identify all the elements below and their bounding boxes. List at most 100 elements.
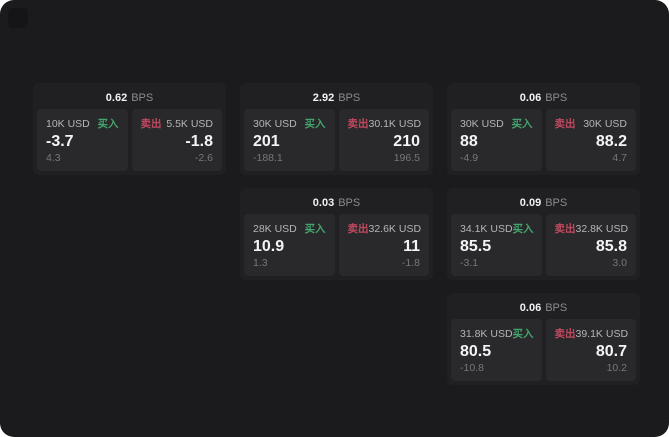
quote-card[interactable]: 0.62 BPS 10K USD 买入 -3.7 4.3 卖出 5.5K USD… bbox=[33, 83, 226, 175]
buy-price: 10.9 bbox=[253, 237, 285, 255]
buy-panel[interactable]: 31.8K USD 买入 80.5 -10.8 bbox=[451, 319, 542, 381]
sell-label: 卖出 bbox=[347, 223, 369, 235]
sell-panel[interactable]: 卖出 32.6K USD 11 -1.8 bbox=[338, 214, 429, 276]
buy-amount: 30K USD bbox=[460, 118, 504, 130]
bps-unit-label: BPS bbox=[338, 197, 361, 209]
grid-cell-empty bbox=[33, 188, 226, 280]
quote-card[interactable]: 2.92 BPS 30K USD 买入 201 -188.1 卖出 30.1K … bbox=[240, 83, 433, 175]
sell-panel[interactable]: 卖出 39.1K USD 80.7 10.2 bbox=[545, 319, 636, 381]
buy-panel-top: 34.1K USD 买入 bbox=[460, 221, 534, 236]
buy-panel-top: 28K USD 买入 bbox=[253, 221, 326, 236]
buy-panel[interactable]: 28K USD 买入 10.9 1.3 bbox=[244, 214, 335, 276]
quote-card[interactable]: 0.06 BPS 31.8K USD 买入 80.5 -10.8 卖出 39.1… bbox=[447, 293, 640, 385]
sell-delta: 196.5 bbox=[393, 152, 420, 164]
bps-value: 0.09 bbox=[519, 197, 542, 209]
bps-unit-label: BPS bbox=[545, 302, 568, 314]
bps-unit-label: BPS bbox=[338, 92, 361, 104]
sell-delta: -1.8 bbox=[401, 257, 420, 269]
sell-price: 85.8 bbox=[595, 237, 627, 255]
sell-label: 卖出 bbox=[554, 118, 576, 130]
buy-delta: -10.8 bbox=[460, 362, 484, 374]
quote-card[interactable]: 0.09 BPS 34.1K USD 买入 85.5 -3.1 卖出 32.8K… bbox=[447, 188, 640, 280]
sell-label: 卖出 bbox=[554, 223, 576, 235]
grid-cell: 2.92 BPS 30K USD 买入 201 -188.1 卖出 30.1K … bbox=[240, 83, 433, 175]
buy-panel-top: 10K USD 买入 bbox=[46, 116, 119, 131]
bps-header: 0.06 BPS bbox=[451, 297, 636, 319]
buy-amount: 10K USD bbox=[46, 118, 90, 130]
buy-panel[interactable]: 10K USD 买入 -3.7 4.3 bbox=[37, 109, 128, 171]
buy-panel[interactable]: 34.1K USD 买入 85.5 -3.1 bbox=[451, 214, 542, 276]
buy-delta: -3.1 bbox=[460, 257, 479, 269]
sell-label: 卖出 bbox=[347, 118, 369, 130]
buy-delta: -188.1 bbox=[253, 152, 283, 164]
sell-panel[interactable]: 卖出 30.1K USD 210 196.5 bbox=[338, 109, 429, 171]
grid-cell: 0.09 BPS 34.1K USD 买入 85.5 -3.1 卖出 32.8K… bbox=[447, 188, 640, 280]
sell-amount: 30.1K USD bbox=[368, 118, 422, 130]
buy-panel-top: 30K USD 买入 bbox=[253, 116, 326, 131]
buy-amount: 31.8K USD bbox=[460, 328, 513, 340]
quote-panels: 10K USD 买入 -3.7 4.3 卖出 5.5K USD -1.8 -2.… bbox=[37, 109, 222, 171]
bps-value: 0.62 bbox=[105, 92, 128, 104]
sell-panel[interactable]: 卖出 5.5K USD -1.8 -2.6 bbox=[131, 109, 222, 171]
quote-panels: 30K USD 买入 88 -4.9 卖出 30K USD 88.2 4.7 bbox=[451, 109, 636, 171]
sell-price: 80.7 bbox=[595, 342, 627, 360]
bps-value: 0.06 bbox=[519, 92, 542, 104]
quote-panels: 30K USD 买入 201 -188.1 卖出 30.1K USD 210 1… bbox=[244, 109, 429, 171]
buy-label: 买入 bbox=[97, 118, 119, 130]
quote-card[interactable]: 0.06 BPS 30K USD 买入 88 -4.9 卖出 30K USD 8… bbox=[447, 83, 640, 175]
sell-panel-top: 卖出 32.6K USD bbox=[347, 221, 422, 236]
buy-price: 85.5 bbox=[460, 237, 492, 255]
sell-panel-top: 卖出 39.1K USD bbox=[555, 326, 629, 341]
sell-panel[interactable]: 卖出 30K USD 88.2 4.7 bbox=[545, 109, 636, 171]
sell-panel-top: 卖出 30K USD bbox=[555, 116, 628, 131]
buy-panel[interactable]: 30K USD 买入 201 -188.1 bbox=[244, 109, 335, 171]
quote-card[interactable]: 0.03 BPS 28K USD 买入 10.9 1.3 卖出 32.6K US… bbox=[240, 188, 433, 280]
buy-label: 买入 bbox=[304, 118, 326, 130]
buy-price: 201 bbox=[253, 132, 280, 150]
quote-card-grid: 0.62 BPS 10K USD 买入 -3.7 4.3 卖出 5.5K USD… bbox=[33, 83, 640, 385]
grid-cell: 0.06 BPS 31.8K USD 买入 80.5 -10.8 卖出 39.1… bbox=[447, 293, 640, 385]
buy-price: 88 bbox=[460, 132, 478, 150]
sell-amount: 5.5K USD bbox=[166, 118, 213, 130]
sell-panel-top: 卖出 5.5K USD bbox=[141, 116, 214, 131]
buy-amount: 30K USD bbox=[253, 118, 297, 130]
sell-panel-top: 卖出 32.8K USD bbox=[554, 221, 629, 236]
buy-panel-top: 30K USD 买入 bbox=[460, 116, 533, 131]
sell-amount: 30K USD bbox=[583, 118, 627, 130]
quote-panels: 28K USD 买入 10.9 1.3 卖出 32.6K USD 11 -1.8 bbox=[244, 214, 429, 276]
sell-price: 88.2 bbox=[595, 132, 627, 150]
grid-cell: 0.06 BPS 30K USD 买入 88 -4.9 卖出 30K USD 8… bbox=[447, 83, 640, 175]
buy-amount: 34.1K USD bbox=[460, 223, 513, 235]
bps-unit-label: BPS bbox=[131, 92, 154, 104]
corner-button[interactable] bbox=[8, 8, 28, 28]
buy-panel-top: 31.8K USD 买入 bbox=[460, 326, 534, 341]
buy-delta: 4.3 bbox=[46, 152, 61, 164]
sell-delta: -2.6 bbox=[194, 152, 213, 164]
bps-value: 0.06 bbox=[519, 302, 542, 314]
buy-label: 买入 bbox=[512, 328, 534, 340]
sell-amount: 32.6K USD bbox=[368, 223, 422, 235]
bps-header: 2.92 BPS bbox=[244, 87, 429, 109]
buy-label: 买入 bbox=[511, 118, 533, 130]
buy-price: -3.7 bbox=[46, 132, 74, 150]
buy-delta: -4.9 bbox=[460, 152, 479, 164]
bps-header: 0.03 BPS bbox=[244, 192, 429, 214]
sell-delta: 4.7 bbox=[612, 152, 627, 164]
quote-panels: 31.8K USD 买入 80.5 -10.8 卖出 39.1K USD 80.… bbox=[451, 319, 636, 381]
sell-panel[interactable]: 卖出 32.8K USD 85.8 3.0 bbox=[545, 214, 636, 276]
grid-cell-empty bbox=[33, 293, 226, 385]
buy-price: 80.5 bbox=[460, 342, 492, 360]
bps-unit-label: BPS bbox=[545, 92, 568, 104]
sell-delta: 3.0 bbox=[612, 257, 627, 269]
sell-label: 卖出 bbox=[140, 118, 162, 130]
bps-value: 2.92 bbox=[312, 92, 335, 104]
bps-unit-label: BPS bbox=[545, 197, 568, 209]
sell-price: 11 bbox=[403, 237, 420, 255]
sell-amount: 32.8K USD bbox=[575, 223, 629, 235]
grid-cell: 0.62 BPS 10K USD 买入 -3.7 4.3 卖出 5.5K USD… bbox=[33, 83, 226, 175]
buy-panel[interactable]: 30K USD 买入 88 -4.9 bbox=[451, 109, 542, 171]
sell-price: 210 bbox=[393, 132, 420, 150]
sell-delta: 10.2 bbox=[606, 362, 627, 374]
